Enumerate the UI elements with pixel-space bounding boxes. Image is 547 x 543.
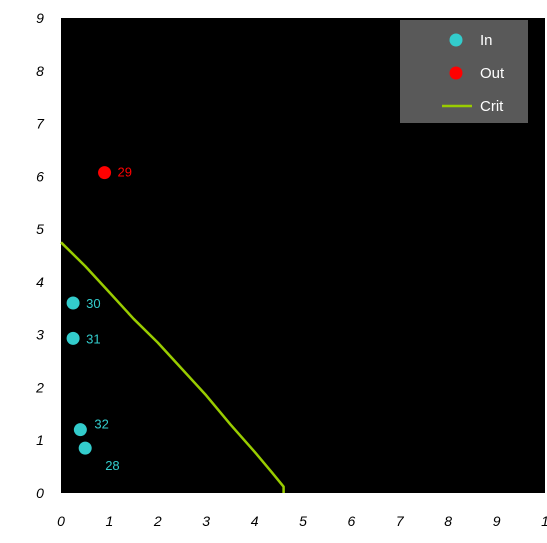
x-tick-label: 1 xyxy=(106,513,114,529)
y-tick-label: 1 xyxy=(36,432,44,448)
y-tick-label: 3 xyxy=(36,327,44,343)
x-tick-label: 5 xyxy=(299,513,307,529)
data-point-label: 28 xyxy=(105,458,119,473)
legend-marker xyxy=(449,33,463,47)
y-tick-label: 0 xyxy=(36,485,44,501)
x-tick-label: 9 xyxy=(493,513,501,529)
y-tick-label: 4 xyxy=(36,274,44,290)
x-axis-ticks: 0 1 2 3 4 5 6 7 8 9 1 xyxy=(57,513,547,529)
legend: In Out Crit xyxy=(400,20,528,123)
y-axis-ticks: 0 1 2 3 4 5 6 7 8 9 xyxy=(35,10,45,501)
x-tick-label: 0 xyxy=(57,513,65,529)
lines-layer xyxy=(60,241,285,493)
data-point xyxy=(73,423,87,437)
data-point xyxy=(98,166,112,180)
y-tick-label: 5 xyxy=(36,221,44,237)
legend-marker xyxy=(449,66,463,80)
series-line-crit xyxy=(60,241,285,493)
data-point xyxy=(66,331,80,345)
x-tick-label: 8 xyxy=(444,513,452,529)
y-tick-label: 9 xyxy=(36,10,44,26)
data-point-label: 30 xyxy=(86,296,100,311)
y-tick-label: 2 xyxy=(35,379,44,395)
y-tick-label: 6 xyxy=(36,168,44,184)
legend-label: Out xyxy=(480,65,505,82)
x-tick-label: 2 xyxy=(153,513,162,529)
data-point xyxy=(78,441,92,455)
axis-titles: (v /v0) (h /h0) xyxy=(78,29,520,493)
y-tick-label: 8 xyxy=(36,63,44,79)
data-point xyxy=(66,296,80,310)
x-tick-label: 1 xyxy=(541,513,547,529)
y-axis-title: (v /v0) xyxy=(78,29,121,49)
legend-label: In xyxy=(480,32,493,49)
legend-label: Crit xyxy=(480,98,504,115)
points-layer: 30 31 32 28 29 xyxy=(66,165,132,473)
data-point-label: 29 xyxy=(118,165,132,180)
x-axis-title: (h /h0) xyxy=(476,473,520,493)
x-tick-label: 4 xyxy=(251,513,259,529)
data-point-label: 32 xyxy=(94,417,108,432)
x-tick-label: 3 xyxy=(202,513,210,529)
legend-box xyxy=(400,20,528,123)
x-tick-label: 7 xyxy=(396,513,405,529)
y-tick-label: 7 xyxy=(36,116,45,132)
data-point-label: 31 xyxy=(86,331,100,346)
x-tick-label: 6 xyxy=(348,513,356,529)
